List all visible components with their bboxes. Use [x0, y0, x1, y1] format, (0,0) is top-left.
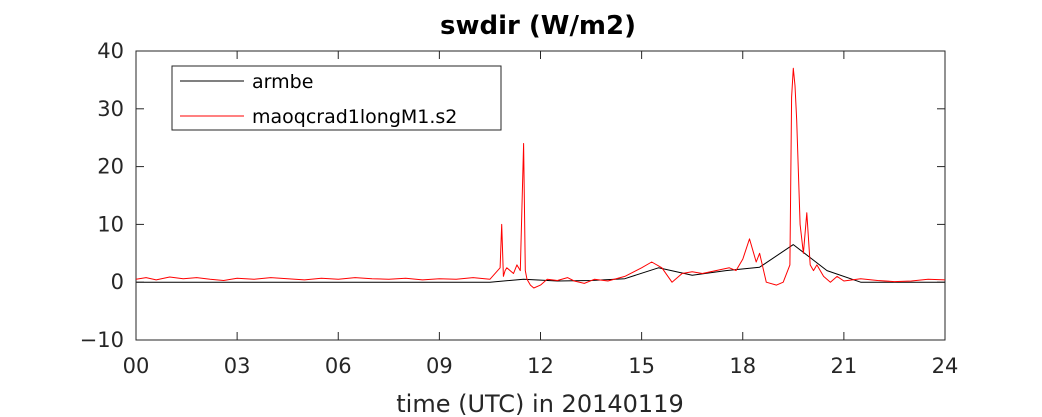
series-line-maoqcrad1longM1	[135, 67, 946, 289]
y-tick-label: 30	[97, 97, 124, 121]
y-tick-label: 10	[97, 212, 124, 236]
x-tick-label: 12	[527, 354, 554, 378]
series-line-armbe	[136, 244, 945, 283]
x-tick-label: 18	[729, 354, 756, 378]
legend-box	[171, 65, 502, 131]
x-tick-label: 09	[426, 354, 453, 378]
x-tick-labels: 00 03 06 09 12 15 18 21 24	[123, 354, 959, 378]
x-tick-label: 24	[932, 354, 959, 378]
y-tick-label: 40	[97, 39, 124, 63]
x-tick-label: 15	[628, 354, 655, 378]
legend: armbe maoqcrad1longM1.s2	[171, 65, 502, 131]
x-tick-label: 21	[831, 354, 858, 378]
y-tick-label: 0	[111, 270, 124, 294]
x-axis-label: time (UTC) in 20140119	[396, 390, 683, 417]
x-tick-label: 00	[123, 354, 150, 378]
legend-label-armbe: armbe	[252, 71, 313, 93]
y-tick-label: 20	[97, 155, 124, 179]
x-tick-label: 06	[325, 354, 352, 378]
y-tick-label: −10	[80, 328, 124, 352]
y-tick-labels: −10 0 10 20 30 40	[80, 39, 124, 352]
x-tick-label: 03	[224, 354, 251, 378]
legend-label-maoqcrad1longM1: maoqcrad1longM1.s2	[252, 106, 457, 128]
series-layer	[135, 67, 946, 289]
tick-layer	[135, 50, 946, 341]
chart-title: swdir (W/m2)	[440, 11, 636, 41]
